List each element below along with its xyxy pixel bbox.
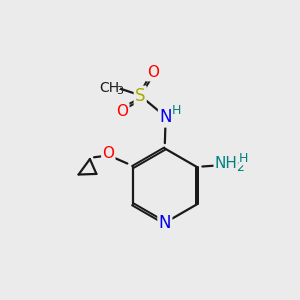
- Text: H: H: [239, 152, 249, 165]
- Text: N: N: [159, 108, 172, 126]
- Text: CH: CH: [99, 81, 119, 94]
- Text: 2: 2: [237, 160, 244, 174]
- Text: O: O: [147, 65, 159, 80]
- Text: N: N: [159, 214, 171, 232]
- Text: 3: 3: [116, 85, 123, 96]
- Text: O: O: [116, 104, 128, 119]
- Text: S: S: [135, 87, 146, 105]
- Text: O: O: [102, 146, 114, 161]
- Text: H: H: [172, 104, 182, 117]
- Text: NH: NH: [215, 156, 238, 171]
